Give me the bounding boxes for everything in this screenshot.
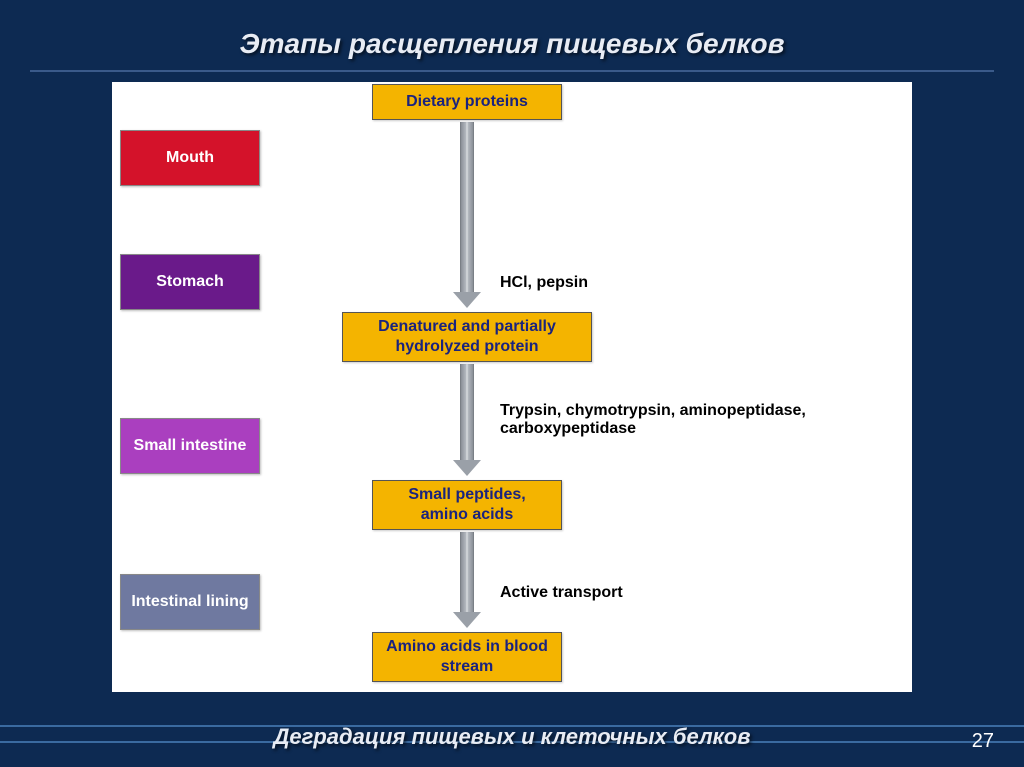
page-number: 27 (972, 730, 994, 753)
slide-title: Этапы расщепления пищевых белков (30, 0, 994, 72)
arrow-shaft (460, 532, 474, 613)
process-denatured: Denatured and partially hydrolyzed prote… (342, 312, 592, 362)
process-label: Denatured and partially hydrolyzed prote… (353, 317, 581, 357)
process-small-peptides: Small peptides, amino acids (372, 480, 562, 530)
arrow-3 (457, 532, 477, 628)
process-label: Dietary proteins (406, 92, 528, 112)
arrow-shaft (460, 364, 474, 461)
location-label: Stomach (156, 272, 224, 291)
location-stomach: Stomach (120, 254, 260, 310)
process-label: Amino acids in blood stream (383, 637, 551, 677)
annotation-active-transport: Active transport (500, 584, 623, 602)
arrow-head-icon (453, 460, 481, 476)
diagram-area: Mouth Stomach Small intestine Intestinal… (112, 82, 912, 692)
process-label: Small peptides, amino acids (383, 485, 551, 525)
location-small-intestine: Small intestine (120, 418, 260, 474)
annotation-text: Active transport (500, 584, 623, 601)
annotation-text: Trypsin, chymotrypsin, aminopeptidase, c… (500, 402, 806, 437)
annotation-enzymes: Trypsin, chymotrypsin, aminopeptidase, c… (500, 402, 830, 438)
footer-title: Деградация пищевых и клеточных белков (0, 724, 1024, 750)
process-dietary-proteins: Dietary proteins (372, 84, 562, 120)
arrow-2 (457, 364, 477, 476)
footer-bar: Деградация пищевых и клеточных белков (0, 707, 1024, 767)
arrow-1 (457, 122, 477, 308)
location-label: Mouth (166, 148, 214, 167)
process-amino-acids: Amino acids in blood stream (372, 632, 562, 682)
arrow-head-icon (453, 292, 481, 308)
arrow-head-icon (453, 612, 481, 628)
annotation-text: HCl, pepsin (500, 274, 588, 291)
annotation-hcl-pepsin: HCl, pepsin (500, 274, 588, 292)
location-mouth: Mouth (120, 130, 260, 186)
location-label: Small intestine (134, 436, 247, 455)
location-label: Intestinal lining (131, 592, 248, 611)
location-intestinal-lining: Intestinal lining (120, 574, 260, 630)
arrow-shaft (460, 122, 474, 293)
